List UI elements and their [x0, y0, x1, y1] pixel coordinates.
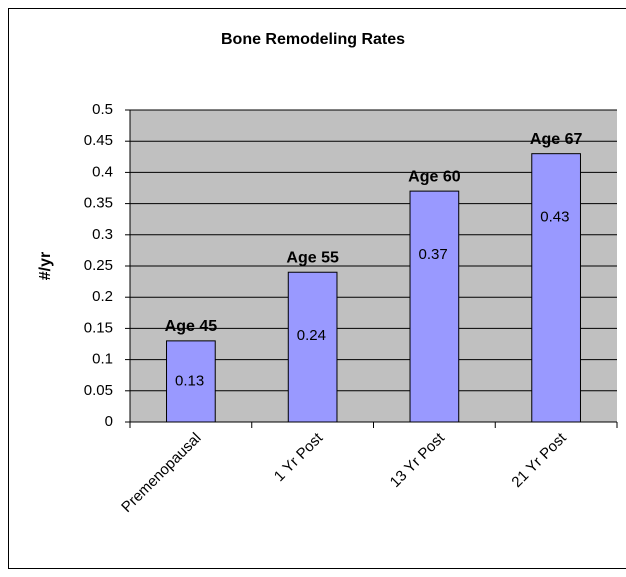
y-tick-label: 0.5: [92, 101, 113, 118]
bar-annotation: Age 67: [530, 131, 583, 148]
bar-annotation: Age 60: [408, 168, 461, 185]
y-tick-label: 0.05: [84, 382, 113, 399]
y-tick-label: 0.4: [92, 163, 113, 180]
bar: [287, 271, 338, 423]
y-tick-label: 0.3: [92, 226, 113, 243]
data-label: 0.24: [297, 327, 326, 344]
bar: [166, 340, 216, 423]
data-label: 0.43: [540, 209, 569, 226]
bar: [409, 190, 460, 423]
data-label: 0.13: [175, 372, 204, 389]
bar: [531, 153, 581, 423]
bar-annotation: Age 45: [165, 318, 218, 335]
y-tick-label: 0.25: [84, 257, 113, 274]
y-tick-label: 0.35: [84, 195, 113, 212]
y-tick-label: 0.1: [92, 351, 113, 368]
data-label: 0.37: [419, 246, 448, 263]
y-tick-label: 0.2: [92, 288, 113, 305]
y-tick-label: 0: [105, 413, 113, 430]
y-axis-label: #/yr: [37, 252, 54, 280]
y-tick-label: 0.45: [84, 132, 113, 149]
chart-title: Bone Remodeling Rates: [221, 31, 405, 48]
y-tick-label: 0.15: [84, 319, 113, 336]
bar-annotation: Age 55: [286, 249, 339, 266]
